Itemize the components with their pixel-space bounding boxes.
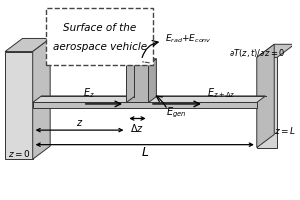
Text: $\partial T(z,t)/\partial z=0$: $\partial T(z,t)/\partial z=0$ <box>230 47 286 59</box>
Polygon shape <box>257 44 295 57</box>
Polygon shape <box>126 65 148 102</box>
Text: $z=0$: $z=0$ <box>8 148 31 159</box>
Polygon shape <box>33 96 266 102</box>
Text: $\Delta z$: $\Delta z$ <box>130 122 144 134</box>
Polygon shape <box>148 59 156 102</box>
Polygon shape <box>5 52 33 159</box>
Text: $E_{gen}$: $E_{gen}$ <box>166 105 187 120</box>
Text: $E_{rad}$+$E_{conv}$: $E_{rad}$+$E_{conv}$ <box>165 32 212 45</box>
Polygon shape <box>126 59 156 65</box>
Text: $z$: $z$ <box>76 118 83 128</box>
Text: $E_{z+\Delta z}$: $E_{z+\Delta z}$ <box>207 86 235 100</box>
Text: $z=L$: $z=L$ <box>274 125 296 136</box>
Text: $E_z$: $E_z$ <box>83 86 94 100</box>
Text: aerospace vehicle: aerospace vehicle <box>52 42 147 52</box>
Polygon shape <box>257 44 274 148</box>
Polygon shape <box>5 38 50 52</box>
Polygon shape <box>33 38 50 159</box>
Text: Surface of the: Surface of the <box>63 23 136 33</box>
FancyBboxPatch shape <box>46 8 154 65</box>
Polygon shape <box>257 57 277 148</box>
Text: $L$: $L$ <box>141 146 149 159</box>
Polygon shape <box>33 102 257 108</box>
